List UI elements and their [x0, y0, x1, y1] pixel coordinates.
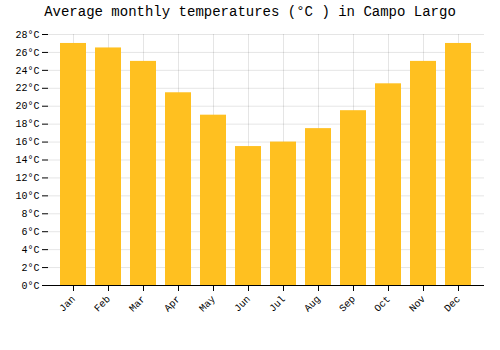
html-text:Average monthly temperatures (: Average monthly temperatures (°C ) in Ca… — [44, 4, 456, 20]
svg-text:2°C: 2°C — [21, 263, 39, 274]
svg-text:Nov: Nov — [407, 294, 428, 315]
svg-text:16°C: 16°C — [15, 137, 39, 148]
svg-text:Feb: Feb — [92, 294, 113, 315]
svg-text:12°C: 12°C — [15, 173, 39, 184]
svg-text:Apr: Apr — [162, 294, 183, 315]
svg-text:28°C: 28°C — [15, 30, 39, 41]
svg-text:6°C: 6°C — [21, 227, 39, 238]
svg-text:Jan: Jan — [57, 294, 78, 315]
svg-text:Aug: Aug — [302, 294, 323, 315]
svg-text:18°C: 18°C — [15, 119, 39, 130]
svg-text:8°C: 8°C — [21, 209, 39, 220]
svg-text:4°C: 4°C — [21, 245, 39, 256]
svg-text:Sep: Sep — [337, 294, 358, 315]
svg-text:0°C: 0°C — [21, 281, 39, 292]
svg-text:26°C: 26°C — [15, 48, 39, 59]
svg-text:Mar: Mar — [127, 294, 148, 315]
svg-text:14°C: 14°C — [15, 155, 39, 166]
svg-text:20°C: 20°C — [15, 101, 39, 112]
svg-text:22°C: 22°C — [15, 83, 39, 94]
svg-text:Oct: Oct — [372, 294, 393, 315]
svg-text:10°C: 10°C — [15, 191, 39, 202]
svg-text:Jul: Jul — [267, 294, 288, 315]
svg-text:Jun: Jun — [232, 294, 253, 315]
svg-text:May: May — [197, 294, 218, 315]
svg-text:Dec: Dec — [442, 294, 463, 315]
svg-text:24°C: 24°C — [15, 66, 39, 77]
